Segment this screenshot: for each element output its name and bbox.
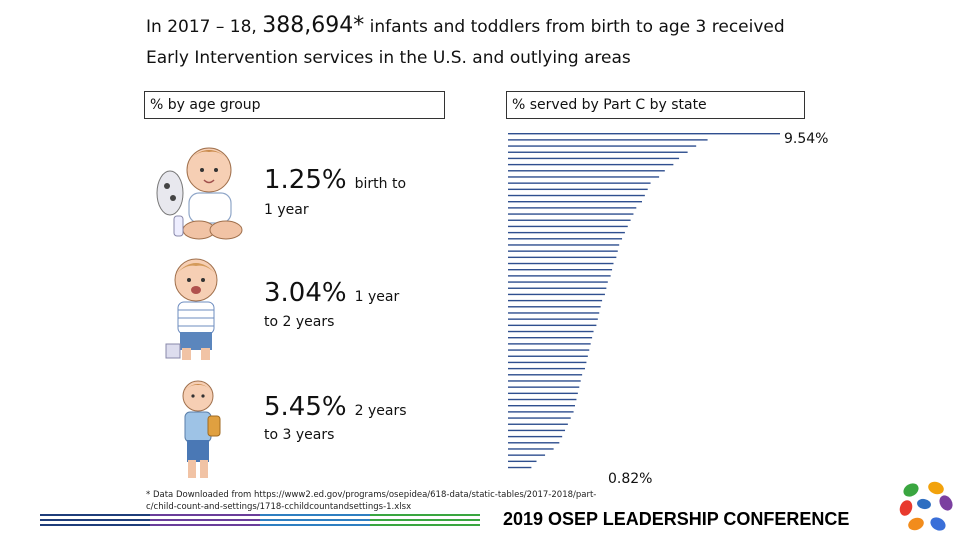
state-bar: [508, 454, 545, 455]
footer-stripe: [370, 514, 480, 516]
title-prefix: In 2017 – 18,: [146, 17, 257, 37]
state-bar: [508, 213, 633, 214]
title-count: 388,694*: [262, 13, 364, 38]
state-bar: [508, 318, 598, 319]
toddler-illustration: [146, 252, 246, 364]
state-bar: [508, 312, 599, 313]
state-bar: [508, 467, 531, 468]
state-bar: [508, 393, 578, 394]
state-bar: [508, 164, 673, 165]
age-group-0-sub: 1 year: [264, 202, 309, 218]
state-bar: [508, 176, 659, 177]
title-suffix: infants and toddlers from birth to age 3…: [370, 17, 785, 37]
state-bar: [508, 152, 688, 153]
state-bar: [508, 399, 576, 400]
state-bar: [508, 288, 606, 289]
state-bar: [508, 263, 613, 264]
footer-stripe: [260, 514, 370, 516]
state-bar: [508, 374, 582, 375]
age-group-1-sub: to 2 years: [264, 314, 334, 330]
state-bar: [508, 356, 588, 357]
state-bar: [508, 189, 648, 190]
state-bar: [508, 294, 605, 295]
state-bar: [508, 139, 708, 140]
age-group-1-label: 1 year: [355, 289, 400, 305]
age-group-2-sub: to 3 years: [264, 427, 334, 443]
state-bar: [508, 424, 568, 425]
footer-stripe: [370, 519, 480, 521]
state-bar: [508, 281, 608, 282]
chart-max-label: 9.54%: [784, 131, 828, 147]
state-bar: [508, 220, 631, 221]
age-group-0: 1.25% birth to: [264, 165, 406, 195]
slide-title: In 2017 – 18, 388,694* infants and toddl…: [146, 10, 866, 73]
child-illustration: [170, 376, 230, 484]
state-bar: [508, 269, 612, 270]
state-bar: [508, 232, 625, 233]
state-bar: [508, 436, 562, 437]
state-bar: [508, 349, 589, 350]
state-bar: [508, 238, 622, 239]
state-bar: [508, 368, 585, 369]
chart-min-label: 0.82%: [608, 471, 652, 487]
state-bar: [508, 405, 575, 406]
state-bar: [508, 158, 679, 159]
state-bar: [508, 170, 665, 171]
footer-stripe: [260, 519, 370, 521]
footer-stripe: [40, 524, 150, 526]
age-group-2-pct: 5.45%: [264, 392, 347, 422]
age-group-1: 3.04% 1 year: [264, 278, 399, 308]
footer-stripe: [260, 524, 370, 526]
state-bar: [508, 226, 628, 227]
state-bar: [508, 343, 591, 344]
footer-stripe: [150, 514, 260, 516]
hands-logo: [896, 478, 956, 536]
state-bar: [508, 250, 618, 251]
footer-stripe: [40, 514, 150, 516]
state-bar: [508, 207, 636, 208]
state-bar: [508, 325, 596, 326]
state-bar: [508, 386, 579, 387]
part-c-bar-chart: [508, 132, 788, 477]
part-c-box: % served by Part C by state: [506, 91, 805, 119]
state-bar: [508, 337, 592, 338]
state-bar: [508, 306, 601, 307]
conference-title: 2019 OSEP LEADERSHIP CONFERENCE: [503, 509, 849, 530]
footer-stripe: [370, 524, 480, 526]
state-bar: [508, 133, 780, 134]
age-group-0-pct: 1.25%: [264, 165, 347, 195]
age-group-1-pct: 3.04%: [264, 278, 347, 308]
state-bar: [508, 300, 602, 301]
state-bar: [508, 195, 645, 196]
state-bar: [508, 417, 571, 418]
footer-stripe: [40, 519, 150, 521]
state-bar: [508, 331, 594, 332]
state-bar: [508, 362, 586, 363]
state-bar: [508, 380, 581, 381]
age-group-box: % by age group: [144, 91, 445, 119]
state-bar: [508, 201, 642, 202]
title-line-1: In 2017 – 18, 388,694* infants and toddl…: [146, 10, 866, 43]
footer-stripe: [150, 519, 260, 521]
age-group-2-label: 2 years: [355, 403, 407, 419]
title-line-2: Early Intervention services in the U.S. …: [146, 43, 866, 73]
age-group-2: 5.45% 2 years: [264, 392, 407, 422]
infant-illustration: [134, 138, 249, 243]
state-bar: [508, 182, 651, 183]
state-bar: [508, 442, 559, 443]
age-group-0-label: birth to: [355, 176, 406, 192]
footer-stripe: [150, 524, 260, 526]
state-bar: [508, 275, 611, 276]
state-bar: [508, 411, 574, 412]
state-bar: [508, 461, 537, 462]
state-bar: [508, 448, 554, 449]
state-bar: [508, 145, 696, 146]
state-bar: [508, 257, 616, 258]
state-bar: [508, 430, 565, 431]
state-bar: [508, 244, 619, 245]
